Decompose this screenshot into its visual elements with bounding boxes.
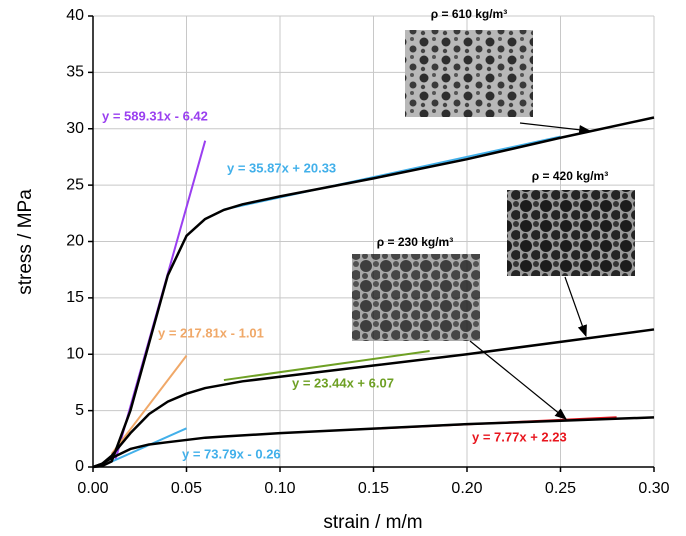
x-tick-label: 0.15 bbox=[358, 480, 389, 497]
curve bbox=[92, 416, 655, 469]
equation-label: y = 73.79x - 0.26 bbox=[182, 446, 281, 461]
annotation: ρ = 610 kg/m³ bbox=[431, 7, 507, 21]
x-tick-label: 0.10 bbox=[264, 480, 295, 497]
micrograph-420 bbox=[507, 190, 635, 276]
equation-label: y = 35.87x + 20.33 bbox=[227, 160, 336, 175]
curve bbox=[92, 116, 655, 469]
plot bbox=[92, 116, 655, 469]
x-tick-label: 0.30 bbox=[638, 480, 669, 497]
x-tick-label: 0.20 bbox=[451, 480, 482, 497]
equation-label: y = 7.77x + 2.23 bbox=[472, 429, 567, 444]
annotation: ρ = 420 kg/m³ bbox=[532, 169, 608, 183]
annotation: ρ = 230 kg/m³ bbox=[377, 235, 453, 249]
y-tick-label: 10 bbox=[66, 345, 84, 362]
x-tick-label: 0.00 bbox=[77, 480, 108, 497]
fit-line bbox=[101, 427, 187, 467]
equation-label: y = 589.31x - 6.42 bbox=[102, 108, 208, 123]
x-tick-label: 0.05 bbox=[171, 480, 202, 497]
grid: 0 5 10 15 20 25 30 35 40 0.00 0.05 0.10 0.15 0.20 0.25… bbox=[66, 7, 669, 497]
y-tick-label: 5 bbox=[75, 402, 84, 419]
curve bbox=[92, 328, 655, 469]
y-tick-label: 35 bbox=[66, 64, 84, 81]
equation-label: y = 23.44x + 6.07 bbox=[292, 375, 394, 390]
arrow bbox=[519, 122, 592, 135]
equation-label: y = 217.81x - 1.01 bbox=[158, 325, 264, 340]
y-tick-label: 15 bbox=[66, 289, 84, 306]
x-axis-label: strain / m/m bbox=[323, 512, 422, 533]
fit-line bbox=[110, 354, 188, 455]
y-tick-label: 25 bbox=[66, 176, 84, 193]
arrow bbox=[564, 276, 587, 338]
arrow bbox=[469, 340, 567, 420]
y-axis-label: stress / MPa bbox=[15, 189, 36, 295]
y-tick-label: 30 bbox=[66, 120, 84, 137]
y-tick-label: 20 bbox=[66, 233, 84, 250]
micrograph-610 bbox=[405, 30, 533, 117]
fit-line bbox=[223, 349, 430, 382]
y-tick-label: 40 bbox=[66, 7, 84, 24]
x-tick-label: 0.25 bbox=[545, 480, 576, 497]
y-tick-label: 0 bbox=[75, 458, 84, 475]
micrograph-230 bbox=[352, 254, 480, 341]
